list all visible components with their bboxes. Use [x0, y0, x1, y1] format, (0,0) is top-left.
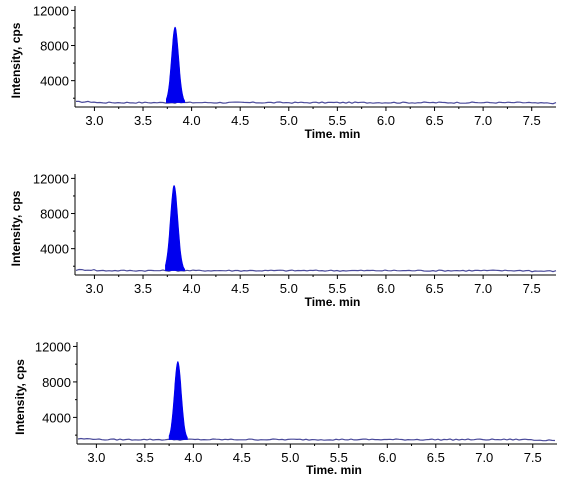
x-axis-title: Time. min — [305, 295, 361, 309]
x-tick-label: 6.0 — [378, 450, 396, 465]
x-tick-label: 6.5 — [425, 281, 443, 296]
x-tick-label: 4.0 — [183, 113, 201, 128]
x-tick-label: 7.5 — [524, 450, 542, 465]
y-tick-label: 12000 — [33, 171, 69, 186]
x-tick-label: 7.5 — [523, 281, 541, 296]
x-tick-label: 7.5 — [523, 113, 541, 128]
y-tick-label: 12000 — [35, 339, 71, 354]
peak-area — [166, 26, 186, 103]
x-tick-label: 7.0 — [474, 113, 492, 128]
x-tick-label: 3.0 — [87, 450, 105, 465]
x-tick-label: 3.0 — [85, 113, 103, 128]
x-tick-label: 3.5 — [134, 113, 152, 128]
x-tick-label: 7.0 — [474, 281, 492, 296]
peak-area — [165, 185, 186, 271]
x-axis-title: Time. min — [305, 127, 361, 141]
y-tick-label: 4000 — [40, 242, 69, 257]
x-tick-label: 6.5 — [425, 113, 443, 128]
x-tick-label: 7.0 — [475, 450, 493, 465]
x-tick-label: 6.0 — [377, 113, 395, 128]
x-tick-label: 5.5 — [328, 281, 346, 296]
y-axis-title: Intensity, cps — [9, 190, 23, 266]
y-axis-title: Intensity, cps — [9, 22, 23, 98]
x-tick-label: 3.5 — [134, 281, 152, 296]
x-tick-label: 3.5 — [136, 450, 154, 465]
x-tick-label: 5.5 — [330, 450, 348, 465]
y-axis-title: Intensity, cps — [13, 359, 27, 435]
x-tick-label: 3.0 — [85, 281, 103, 296]
y-tick-label: 8000 — [40, 207, 69, 222]
y-tick-label: 8000 — [40, 39, 69, 54]
x-tick-label: 5.5 — [328, 113, 346, 128]
x-tick-label: 6.5 — [427, 450, 445, 465]
x-tick-label: 6.0 — [377, 281, 395, 296]
x-tick-label: 4.5 — [231, 113, 249, 128]
y-tick-label: 12000 — [33, 3, 69, 18]
x-tick-label: 4.0 — [184, 450, 202, 465]
x-tick-label: 5.0 — [280, 281, 298, 296]
baseline-trace — [75, 268, 557, 273]
y-tick-label: 4000 — [42, 410, 71, 425]
baseline-trace — [77, 437, 556, 442]
x-tick-label: 4.5 — [231, 281, 249, 296]
x-tick-label: 5.0 — [280, 113, 298, 128]
chart-panel-2: 3.0 3.5 4.0 4.5 5.0 5.5 6.0 6.5 7.0 7.5 4000 8000 12… — [9, 171, 557, 309]
chart-panel-3: 3.0 3.5 4.0 4.5 5.0 5.5 6.0 6.5 7.0 7.5 4000 8000 12… — [13, 339, 557, 477]
x-axis-title: Time. min — [306, 463, 362, 477]
baseline-trace — [76, 100, 557, 105]
x-tick-label: 4.0 — [183, 281, 201, 296]
x-tick-label: 5.0 — [281, 450, 299, 465]
x-tick-label: 4.5 — [233, 450, 251, 465]
chart-panel-1: 3.0 3.5 4.0 4.5 5.0 5.5 6.0 6.5 7.0 7.5 4000 8000 12… — [9, 3, 557, 141]
y-tick-label: 8000 — [42, 375, 71, 390]
y-tick-label: 4000 — [40, 74, 69, 89]
peak-area — [168, 361, 188, 440]
